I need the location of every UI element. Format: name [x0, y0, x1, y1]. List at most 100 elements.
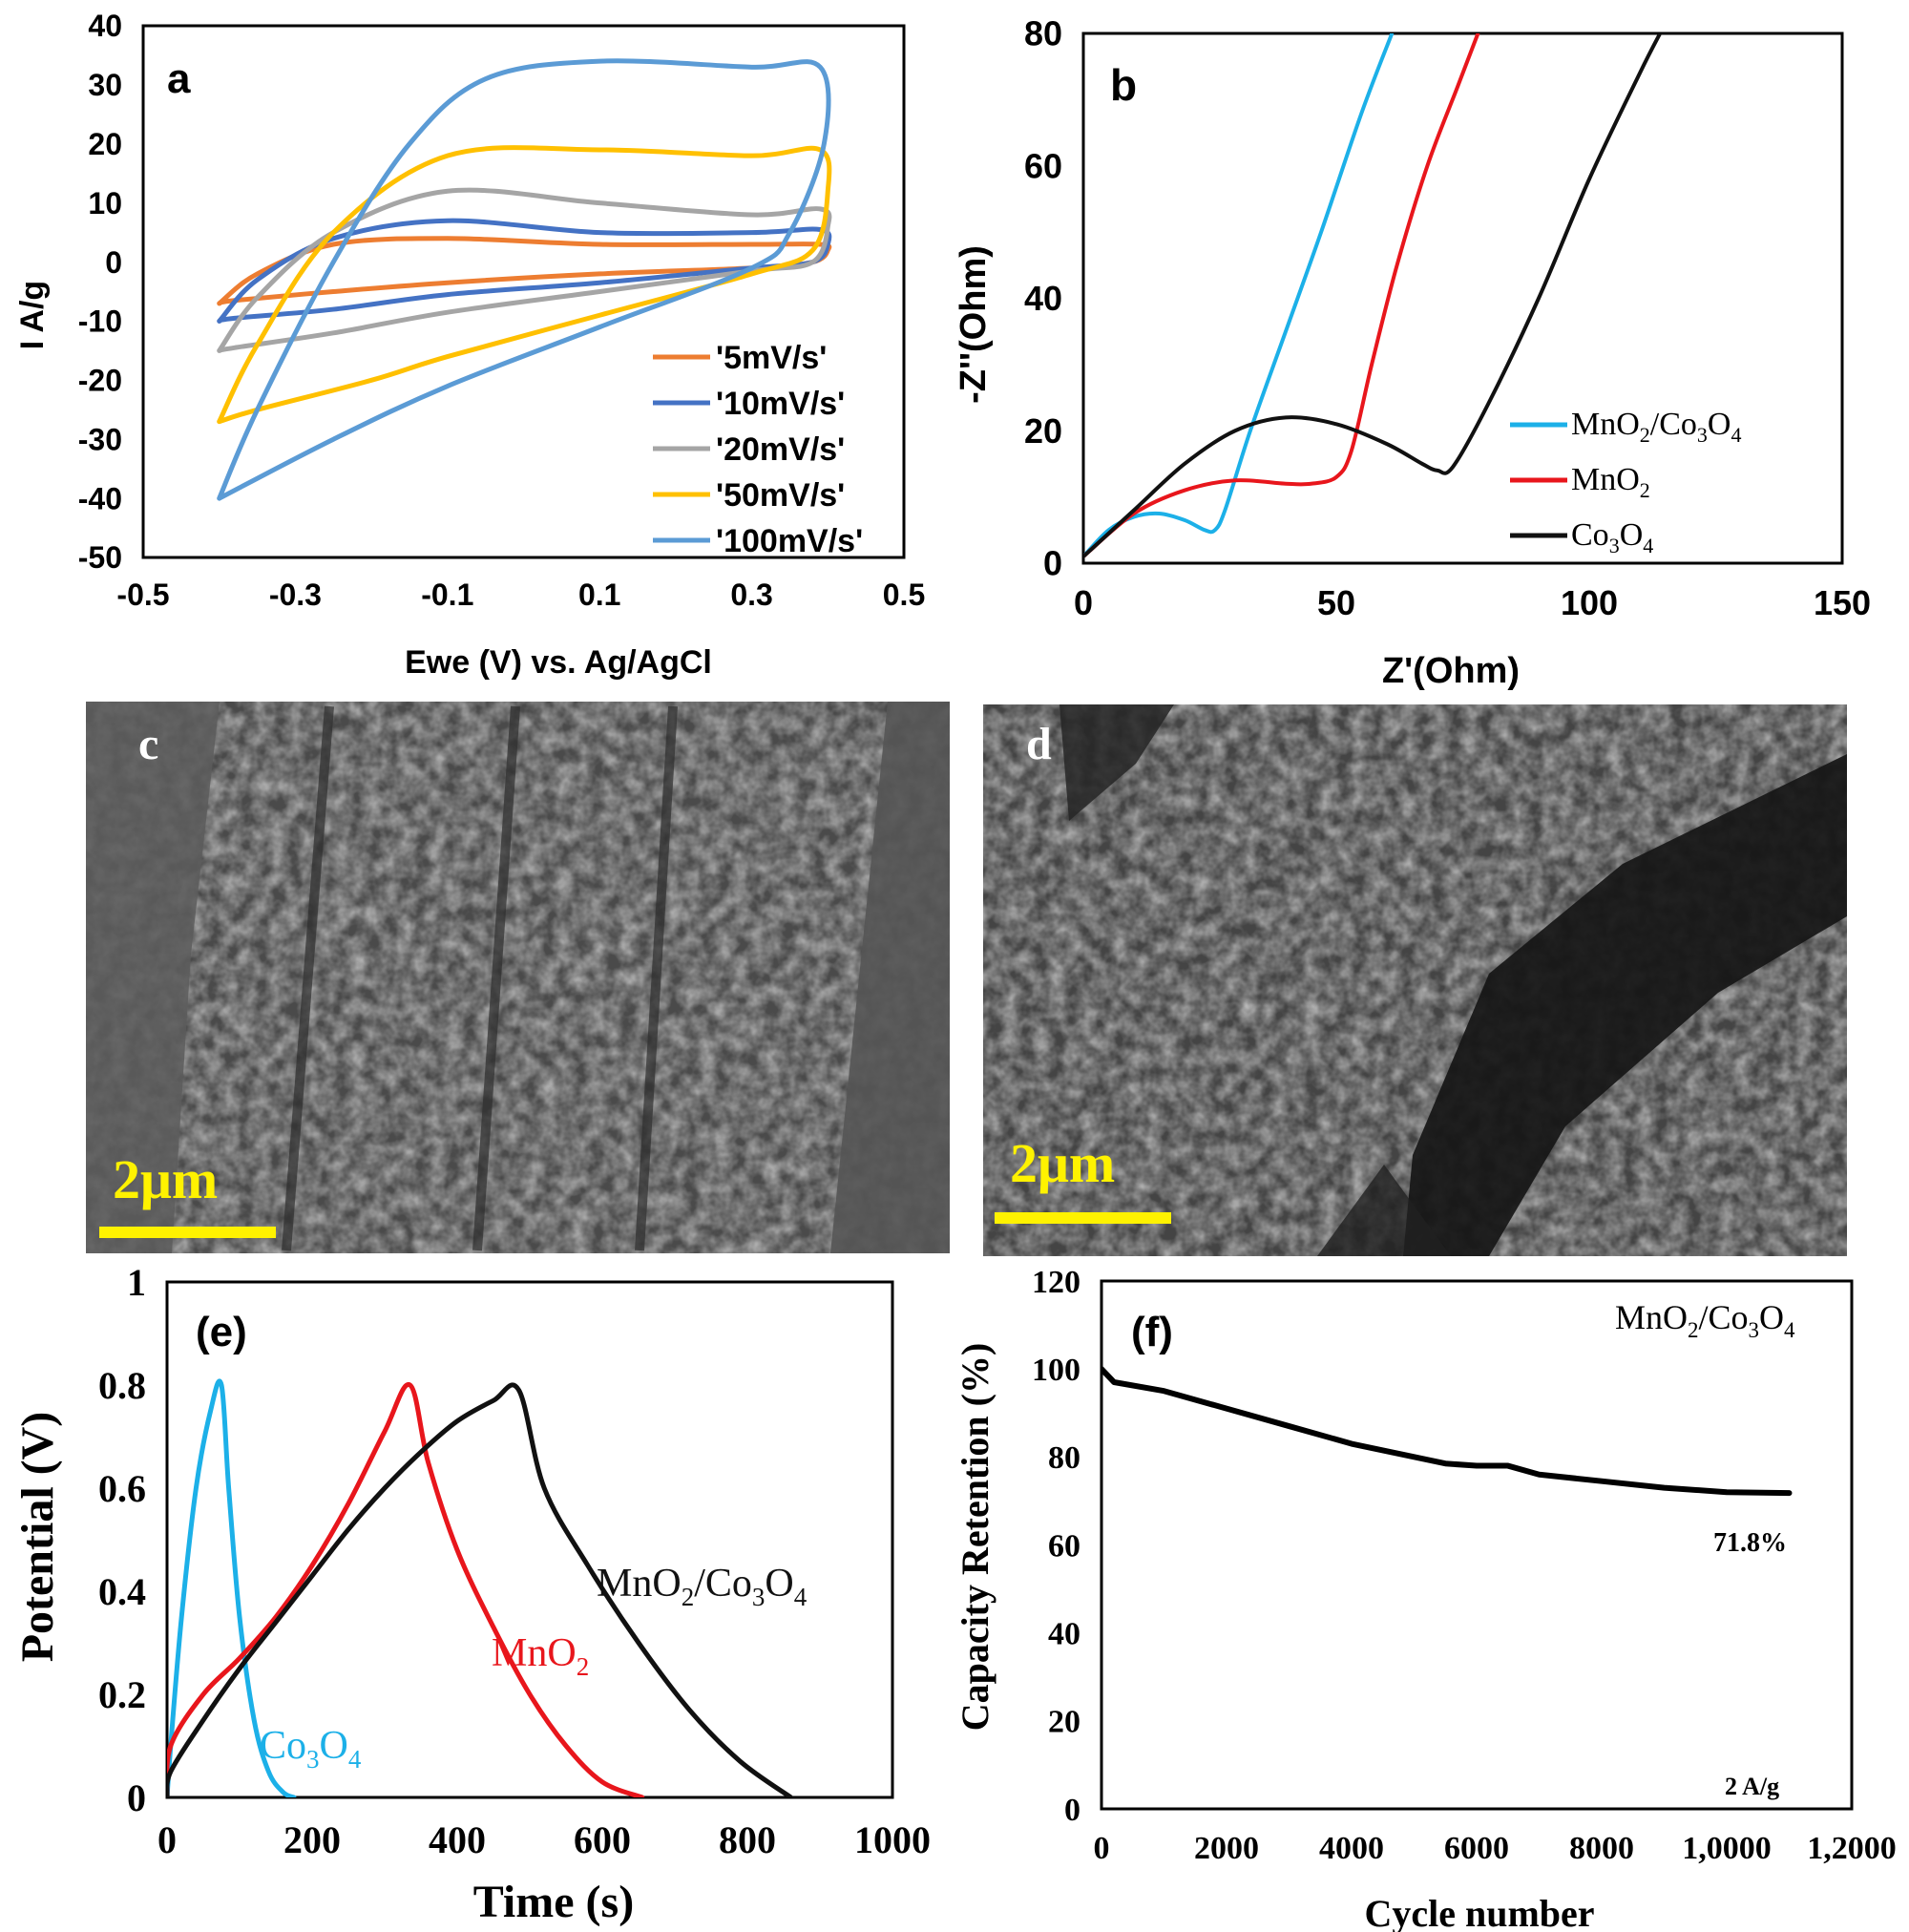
panel-f-y-ticks: 0 20 40 60 80 100 120	[1032, 1265, 1080, 1828]
panel-b-x-ticks: 0 50 100 150	[1074, 583, 1871, 622]
panel-b-frame	[1081, 32, 1844, 565]
x-tick-label-b: 150	[1814, 583, 1871, 622]
y-tick-label-f: 60	[1048, 1528, 1080, 1564]
y-tick-label-b: 60	[1024, 146, 1062, 185]
y-tick-label-e: 0.2	[98, 1673, 146, 1716]
panel-c-scale-label: 2μm	[113, 1148, 218, 1210]
y-tick-label-e: 0.4	[98, 1570, 146, 1613]
panel-f-y-label: Capacity Retention (%)	[954, 1343, 996, 1732]
x-tick-label-b: 100	[1561, 583, 1618, 622]
sem-shadow-left-c	[86, 702, 220, 1253]
panel-a-y-ticks: 40 30 20 10 0 -10 -20 -30 -40 -50	[78, 9, 122, 575]
series-line-a-2	[217, 187, 832, 353]
y-tick-label-a: 30	[88, 68, 122, 102]
series-line-b-2	[1083, 33, 1663, 559]
y-tick-label-a: 20	[88, 127, 122, 161]
series-line-f-0	[1101, 1366, 1793, 1497]
label-mno2-e: MnO2	[492, 1631, 589, 1681]
y-tick-label-f: 100	[1032, 1353, 1080, 1388]
y-tick-label-f: 20	[1048, 1705, 1080, 1740]
panel-a-series	[217, 58, 832, 501]
x-tick-label-b: 0	[1074, 583, 1093, 622]
panel-e: 0 0.2 0.4 0.6 0.8 1 0 200 400 600 800 1000 (e) Tim…	[12, 1261, 931, 1927]
y-tick-label-e: 0.6	[98, 1467, 146, 1510]
panel-a-letter: a	[167, 55, 191, 102]
y-tick-label-b: 0	[1043, 544, 1062, 583]
panel-f-current-label: 2 A/g	[1725, 1773, 1779, 1800]
legend-label-a-2: '20mV/s'	[716, 431, 845, 468]
series-line-e-1	[167, 1382, 645, 1797]
x-tick-label-f: 8000	[1569, 1831, 1634, 1866]
series-line-a-4	[217, 58, 831, 501]
label-composite-e: MnO2/Co3O4	[597, 1562, 808, 1611]
panel-d: d 2μm	[983, 704, 1847, 1256]
x-tick-label-b: 50	[1317, 583, 1355, 622]
panel-b-letter: b	[1110, 60, 1137, 110]
panel-f-retention-label: 71.8%	[1713, 1528, 1787, 1558]
panel-b-x-label: Z'(Ohm)	[1382, 651, 1520, 691]
x-tick-label-f: 1,2000	[1807, 1831, 1897, 1866]
y-tick-label-f: 80	[1048, 1440, 1080, 1476]
y-tick-label-e: 0.8	[98, 1364, 146, 1407]
panel-f: 0 20 40 60 80 100 120 0 2000 4000 6000 8000 1,0000 1…	[954, 1265, 1897, 1932]
x-tick-label-f: 0	[1094, 1831, 1110, 1866]
y-tick-label-b: 80	[1024, 14, 1062, 53]
sem-grooves-c	[282, 705, 678, 1251]
series-line-b-0	[1083, 33, 1395, 559]
series-line-b-1	[1083, 33, 1480, 559]
x-tick-label-e: 200	[283, 1818, 341, 1861]
panel-d-letter: d	[1026, 719, 1052, 769]
y-tick-label-a: -30	[78, 422, 122, 456]
x-tick-label-f: 4000	[1319, 1831, 1384, 1866]
panel-d-scale-label: 2μm	[1010, 1132, 1115, 1194]
y-tick-label-f: 120	[1032, 1265, 1080, 1300]
panel-f-letter: (f)	[1131, 1309, 1173, 1355]
y-tick-label-a: -20	[78, 364, 122, 398]
sem-pore-bottom-d	[1317, 1165, 1451, 1256]
x-tick-label-a: 0.1	[578, 578, 620, 612]
x-tick-label-e: 0	[157, 1818, 177, 1861]
panel-f-x-label: Cycle number	[1364, 1892, 1594, 1932]
label-co3o4-e: Co3O4	[260, 1724, 362, 1774]
panel-a-x-label: Ewe (V) vs. Ag/AgCl	[405, 644, 712, 681]
y-tick-label-b: 40	[1024, 279, 1062, 318]
legend-label-a-0: '5mV/s'	[716, 340, 827, 376]
panel-c-letter: c	[138, 719, 158, 769]
y-tick-label-f: 40	[1048, 1617, 1080, 1652]
panel-a-frame	[141, 24, 906, 559]
panel-e-series	[167, 1378, 794, 1797]
x-tick-label-e: 600	[574, 1818, 631, 1861]
panel-c-scale-bar	[99, 1227, 276, 1238]
x-tick-label-a: -0.1	[421, 578, 473, 612]
y-tick-label-a: 40	[88, 9, 122, 43]
series-line-e-2	[167, 1382, 794, 1797]
x-tick-label-f: 1,0000	[1682, 1831, 1772, 1866]
panel-b-legend: MnO2/Co3O4 MnO2 Co3O4	[1510, 407, 1741, 557]
x-tick-label-e: 800	[719, 1818, 776, 1861]
y-tick-label-f: 0	[1064, 1793, 1080, 1828]
panel-e-y-label: Potential (V)	[12, 1412, 63, 1663]
panel-e-x-label: Time (s)	[473, 1877, 634, 1927]
legend-label-a-3: '50mV/s'	[716, 477, 845, 514]
sem-texture-c	[86, 702, 950, 1253]
panel-e-letter: (e)	[196, 1309, 247, 1355]
sem-pore-top-d	[1059, 704, 1174, 821]
panel-f-series-title: MnO2/Co3O4	[1615, 1298, 1795, 1342]
series-line-a-3	[217, 145, 832, 425]
panel-e-x-ticks: 0 200 400 600 800 1000	[157, 1818, 931, 1861]
x-tick-label-f: 2000	[1194, 1831, 1259, 1866]
legend-label-co3o4: Co3O4	[1571, 517, 1653, 557]
panel-e-frame	[165, 1280, 894, 1799]
panel-a: 40 30 20 10 0 -10 -20 -30 -40 -50 -0.5 -0.3 -0.1 0.1…	[14, 9, 925, 681]
legend-label-a-1: '10mV/s'	[716, 386, 845, 422]
y-tick-label-a: -40	[78, 481, 122, 515]
sem-shadow-right-c	[830, 702, 950, 1253]
x-tick-label-a: -0.5	[116, 578, 169, 612]
legend-label-mno2: MnO2	[1571, 462, 1650, 502]
legend-label-a-4: '100mV/s'	[716, 523, 863, 559]
series-line-e-0	[167, 1378, 297, 1797]
y-tick-label-e: 0	[127, 1776, 146, 1819]
panel-f-frame	[1100, 1279, 1854, 1811]
x-tick-label-a: 0.5	[883, 578, 925, 612]
